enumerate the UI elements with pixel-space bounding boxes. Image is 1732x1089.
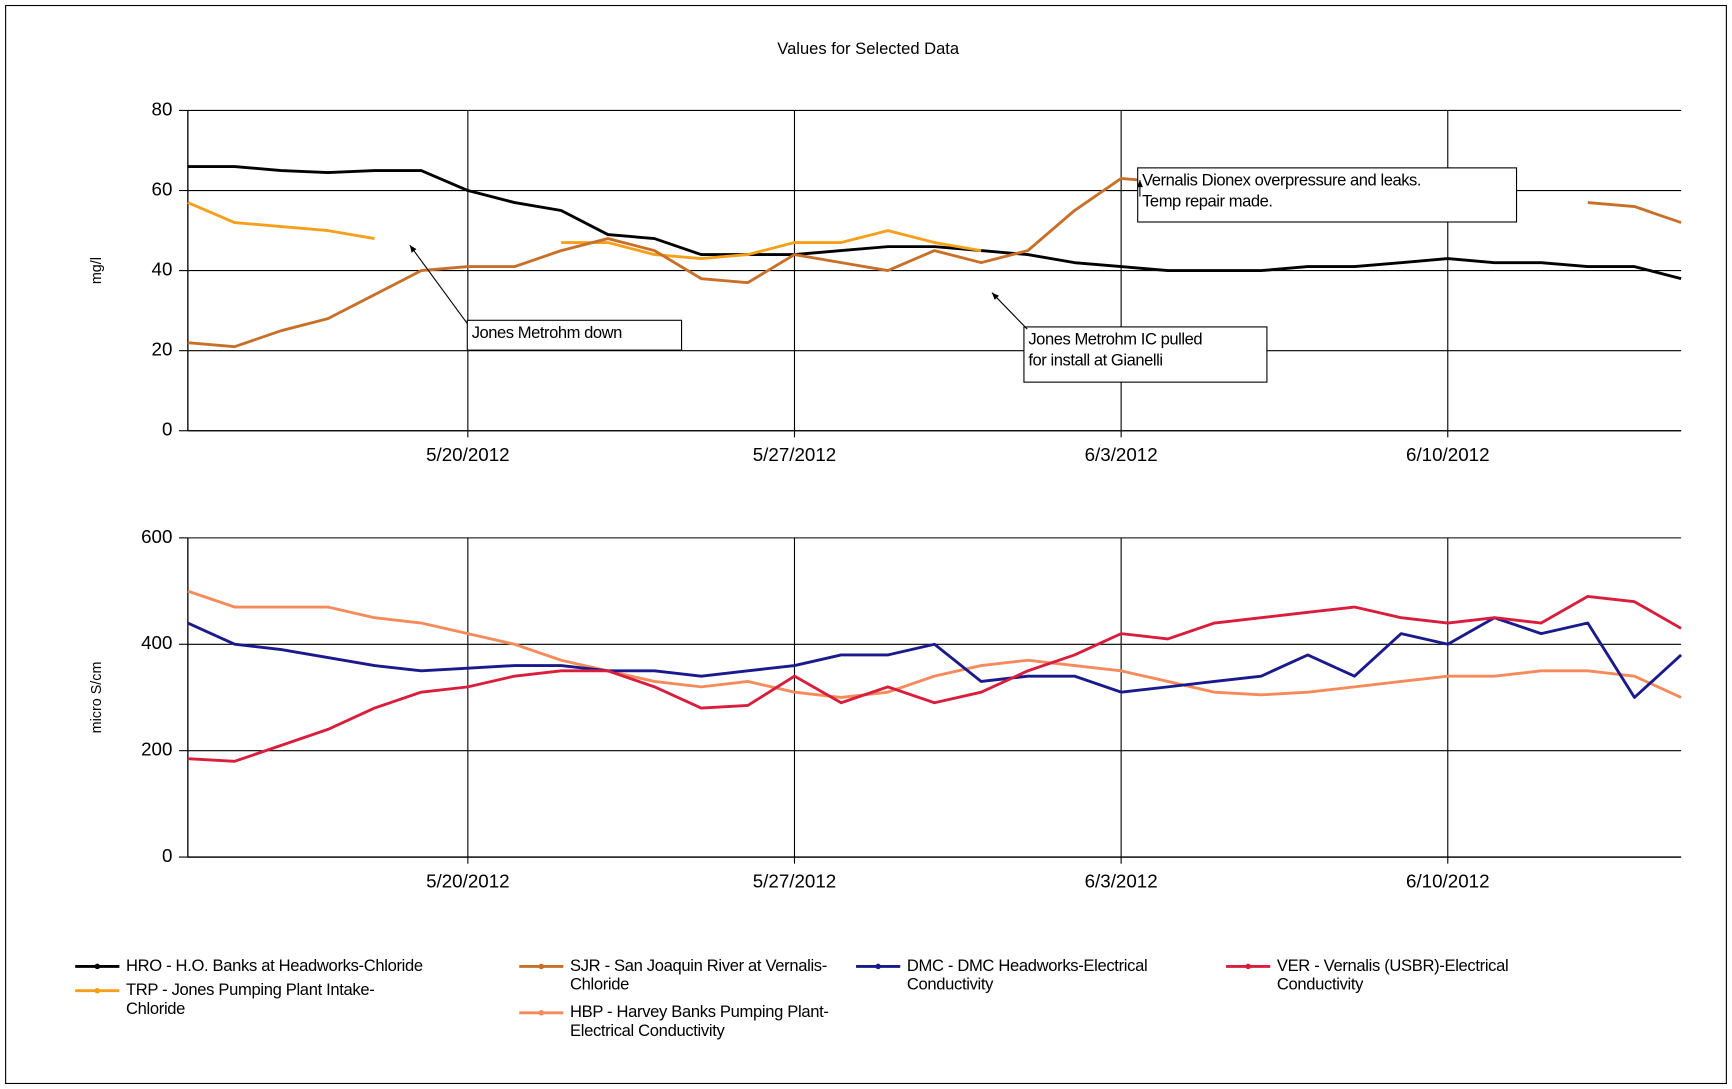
legend-marker — [538, 1010, 545, 1016]
y-axis-label: mg/l — [89, 257, 105, 284]
annotation-text: for install at Gianelli — [1028, 351, 1162, 370]
arrow-head — [991, 292, 1000, 300]
series-line — [187, 201, 982, 260]
frame — [5, 4, 1727, 1085]
y-tick-label: 0 — [162, 845, 172, 866]
annotation-text: Vernalis Dionex overpressure and leaks. — [1142, 171, 1421, 190]
legend-marker — [94, 963, 101, 970]
x-tick-label: 6/10/2012 — [1406, 444, 1489, 465]
legend-item: SJR - San Joaquin River at Vernalis-Chlo… — [570, 956, 827, 995]
legend-item: TRP - Jones Pumping Plant Intake-Chlorid… — [126, 980, 375, 1019]
x-tick-label: 5/27/2012 — [753, 870, 836, 891]
series-line — [187, 594, 1682, 763]
annotation-box — [1023, 326, 1268, 383]
x-tick-label: 5/20/2012 — [426, 444, 509, 465]
series-line — [187, 616, 1683, 699]
x-tick-label: 5/27/2012 — [753, 444, 836, 465]
x-tick-label: 6/3/2012 — [1085, 870, 1158, 891]
annotation-text: Jones Metrohm IC pulled — [1028, 330, 1202, 349]
series-line — [187, 589, 1682, 699]
y-tick-label: 600 — [141, 526, 172, 547]
annotation-box — [1137, 167, 1518, 223]
legend-marker — [538, 963, 545, 970]
legend-marker — [875, 963, 881, 970]
annotation-arrow — [409, 244, 468, 324]
legend-item: DMC - DMC Headworks-Electrical Conductiv… — [906, 956, 1148, 995]
y-tick-label: 0 — [162, 419, 172, 440]
arrow-head — [409, 245, 417, 253]
annotation-arrow — [991, 292, 1028, 330]
legend-label: TRP - Jones Pumping Plant Intake-Chlorid… — [126, 980, 375, 1019]
arrow-head — [1136, 180, 1143, 188]
y-tick-label: 400 — [141, 632, 172, 653]
annotation-text: Jones Metrohm down — [472, 323, 622, 342]
legend-item: VER - Vernalis (USBR)-Electrical Conduct… — [1276, 956, 1509, 995]
x-tick-label: 5/20/2012 — [426, 870, 509, 891]
legend-marker — [94, 987, 101, 994]
series-line — [187, 177, 1682, 349]
x-tick-label: 6/10/2012 — [1406, 870, 1489, 891]
x-tick-label: 6/3/2012 — [1085, 444, 1158, 465]
series-line — [187, 165, 1682, 281]
y-axis-label: micro S/cm — [89, 662, 105, 734]
legend-label: DMC - DMC Headworks-Electrical Conductiv… — [906, 956, 1148, 995]
annotation-box — [466, 319, 683, 351]
legend-label: HBP - Harvey Banks Pumping Plant-Electri… — [570, 1002, 829, 1041]
y-tick-label: 20 — [152, 339, 173, 360]
y-tick-label: 60 — [152, 178, 173, 199]
chart-title: Values for Selected Data — [777, 39, 960, 58]
legend-item: HBP - Harvey Banks Pumping Plant-Electri… — [570, 1002, 829, 1041]
y-tick-label: 80 — [152, 98, 173, 119]
legend-item: HRO - H.O. Banks at Headworks-Chloride — [126, 956, 423, 976]
y-tick-label: 40 — [152, 259, 173, 280]
legend-label: SJR - San Joaquin River at Vernalis-Chlo… — [570, 956, 827, 995]
legend-label: HRO - H.O. Banks at Headworks-Chloride — [126, 956, 423, 976]
legend-marker — [1245, 963, 1251, 970]
annotation-text: Temp repair made. — [1142, 191, 1272, 210]
y-tick-label: 200 — [141, 739, 172, 760]
legend-label: VER - Vernalis (USBR)-Electrical Conduct… — [1276, 956, 1509, 995]
